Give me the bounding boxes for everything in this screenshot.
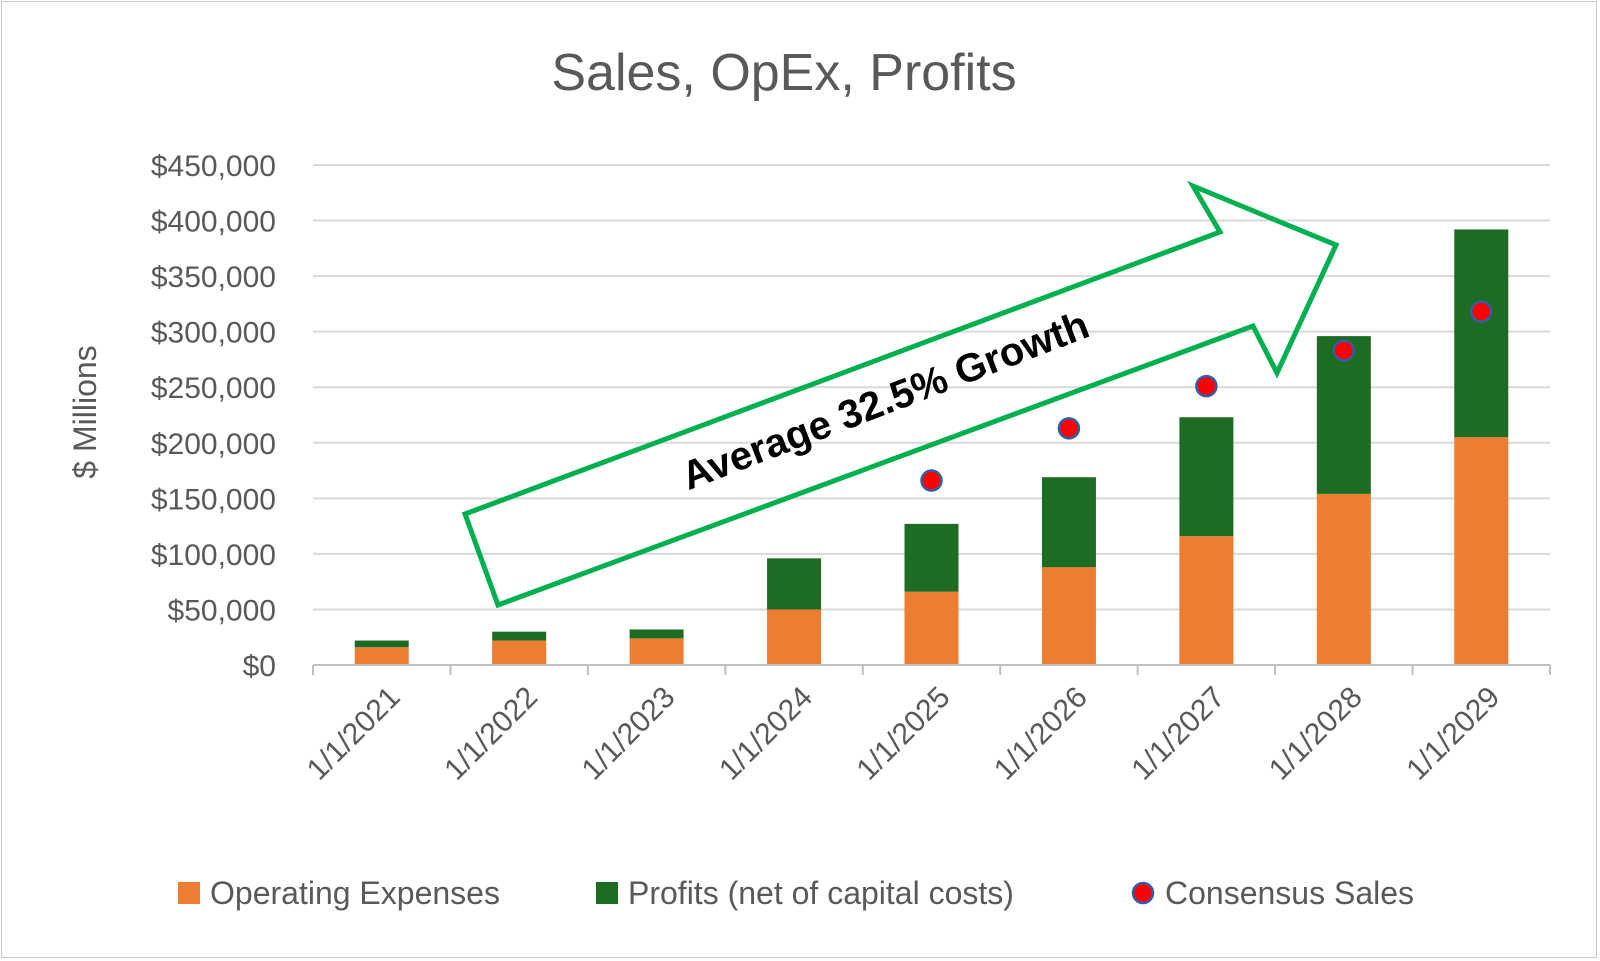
y-tick-label: $200,000 xyxy=(151,428,276,461)
legend-swatch-consensus-sales xyxy=(1131,881,1155,905)
x-tick-label: 1/1/2029 xyxy=(1400,681,1506,787)
legend-label: Consensus Sales xyxy=(1165,875,1414,911)
bar-operating xyxy=(492,640,547,665)
x-tick-label: 1/1/2021 xyxy=(301,681,407,787)
bar-profits xyxy=(1316,336,1371,494)
bar-operating xyxy=(354,647,409,665)
bar-profits xyxy=(904,523,959,592)
bar-profits xyxy=(629,629,684,639)
y-tick-label: $100,000 xyxy=(151,539,276,572)
x-tick-label: 1/1/2028 xyxy=(1263,681,1369,787)
consensus-markers xyxy=(920,300,1493,492)
legend-label: Profits (net of capital costs) xyxy=(628,875,1014,911)
x-tick-label: 1/1/2025 xyxy=(851,681,957,787)
bar-operating xyxy=(1316,493,1371,665)
bars xyxy=(354,229,1509,665)
consensus-sales-marker xyxy=(1195,374,1218,398)
y-tick-label: $0 xyxy=(243,650,276,683)
bar-operating xyxy=(767,609,822,665)
consensus-sales-marker xyxy=(1332,339,1356,362)
y-axis-label: $ Millions xyxy=(67,345,103,478)
consensus-sales-marker xyxy=(920,469,943,492)
bar-profits xyxy=(1454,229,1509,438)
y-tick-label: $300,000 xyxy=(151,317,276,350)
y-tick-labels: $0 $50,000 $100,000 $150,000 $200,000 $250,00… xyxy=(151,150,276,683)
bar-profits xyxy=(767,558,822,610)
bar-operating xyxy=(1041,567,1096,665)
bar-operating xyxy=(904,591,959,665)
x-axis xyxy=(312,664,1551,675)
chart-title: Sales, OpEx, Profits xyxy=(551,44,1016,102)
x-tick-label: 1/1/2024 xyxy=(713,681,819,787)
consensus-sales-marker xyxy=(1470,300,1493,323)
legend-label: Operating Expenses xyxy=(210,875,500,911)
bar-profits xyxy=(354,640,409,648)
x-tick-label: 1/1/2027 xyxy=(1125,681,1231,787)
bar-operating xyxy=(1454,437,1509,665)
y-tick-label: $350,000 xyxy=(151,261,276,294)
bar-profits xyxy=(1041,477,1096,568)
x-tick-label: 1/1/2022 xyxy=(438,681,544,787)
x-tick-label: 1/1/2026 xyxy=(988,681,1094,787)
x-tick-labels: 1/1/2021 1/1/2022 1/1/2023 1/1/2024 1/1/2025… xyxy=(301,681,1506,787)
legend-swatch-profits xyxy=(596,882,618,904)
legend-swatch-operating xyxy=(178,882,200,904)
bar-operating xyxy=(1179,536,1234,665)
bar-operating xyxy=(629,638,684,665)
bar-profits xyxy=(1179,417,1234,537)
y-tick-label: $250,000 xyxy=(151,372,276,405)
growth-arrow-shape xyxy=(461,180,1340,609)
y-tick-label: $400,000 xyxy=(151,206,276,239)
consensus-sales-marker xyxy=(1057,417,1081,440)
y-tick-label: $50,000 xyxy=(168,594,276,627)
legend: Operating Expenses Profits (net of capita… xyxy=(178,875,1414,911)
y-tick-label: $450,000 xyxy=(151,150,276,183)
x-tick-label: 1/1/2023 xyxy=(576,681,682,787)
y-tick-label: $150,000 xyxy=(151,483,276,516)
bar-profits xyxy=(492,631,547,641)
